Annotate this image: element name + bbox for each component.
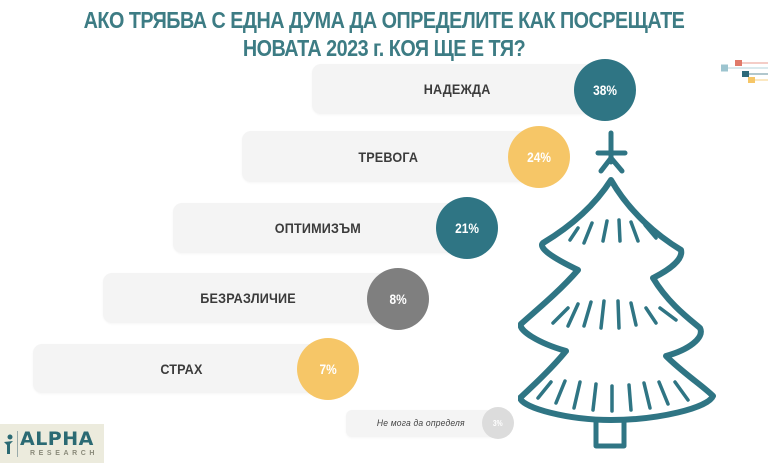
value-badge-trevoga: 24% [508,126,570,188]
bar-label: НАДЕЖДА [423,81,491,97]
logo-divider [17,430,18,457]
alpha-research-logo: ALPHA RESEARCH [0,424,104,463]
bar-strah: СТРАХ [33,344,330,393]
value-text: 24% [527,149,551,165]
value-badge-strah: 7% [297,338,359,400]
bar-optimizam: ОПТИМИЗЪМ [173,203,463,253]
bar-trevoga: ТРЕВОГА [242,131,535,182]
christmas-tree-icon [518,130,716,449]
bar-label: СТРАХ [160,360,203,377]
bar-nadezhda: НАДЕЖДА [312,64,602,114]
value-text: 21% [455,220,479,236]
value-badge-ne-moga: 3% [482,407,514,439]
title-line-1: АКО ТРЯБВА С ЕДНА ДУМА ДА ОПРЕДЕЛИТЕ КАК… [83,7,685,33]
bar-label: ОПТИМИЗЪМ [274,220,362,236]
value-badge-bezrazlichie: 8% [367,268,429,330]
logo-subtitle: RESEARCH [30,450,99,457]
chart-title: АКО ТРЯБВА С ЕДНА ДУМА ДА ОПРЕДЕЛИТЕ КАК… [54,6,714,62]
value-text: 7% [319,361,337,377]
logo-name: ALPHA [20,428,94,450]
value-text: 8% [389,291,407,307]
title-line-2: НОВАТА 2023 г. КОЯ ЩЕ Е ТЯ? [242,35,526,61]
bar-label: ТРЕВОГА [358,148,419,165]
value-badge-nadezhda: 38% [574,59,636,121]
value-text: 3% [493,418,503,428]
bar-ne-moga: Не мога да определя [346,410,496,437]
bar-label: БЕЗРАЗЛИЧИЕ [200,290,296,306]
value-badge-optimizam: 21% [436,197,498,259]
value-text: 38% [593,82,617,98]
bar-bezrazlichie: БЕЗРАЗЛИЧИЕ [103,273,393,323]
decorative-squares-icon [721,60,768,83]
logo-figure-icon [4,434,13,454]
bar-label: Не мога да определя [377,418,465,429]
